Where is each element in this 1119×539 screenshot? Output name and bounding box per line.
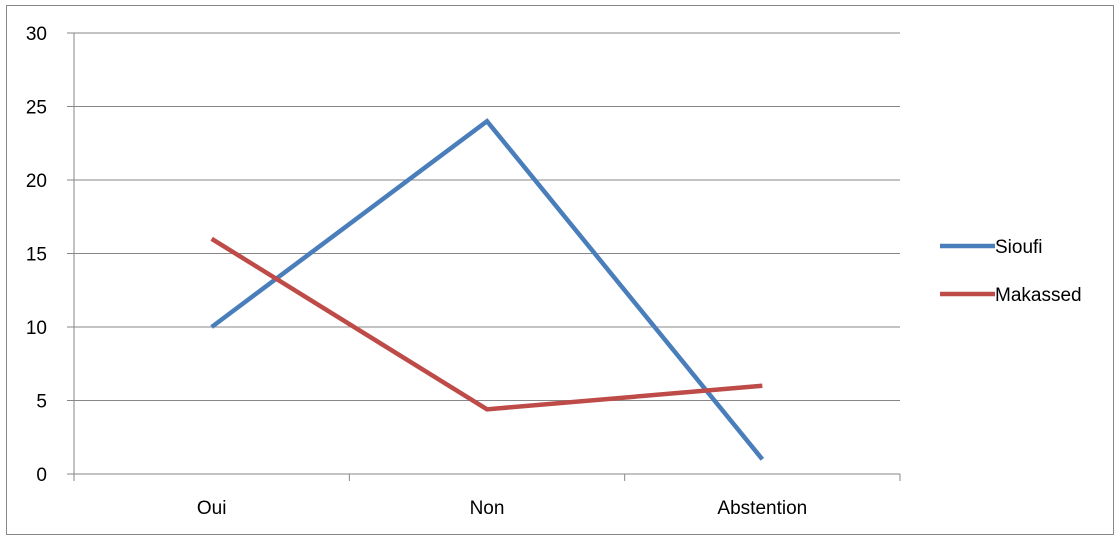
y-tick-label: 10 [26, 318, 47, 339]
series-line-sioufi [210, 118, 765, 461]
x-tick-label: Abstention [717, 498, 807, 519]
y-tick-label: 20 [26, 171, 47, 192]
x-tick-label: Oui [197, 498, 227, 519]
y-tick-label: 30 [26, 24, 47, 45]
legend-label: Makassed [995, 285, 1082, 306]
y-tick-label: 0 [36, 465, 47, 486]
chart-frame [6, 5, 1114, 535]
axes: 0 5 10 15 20 25 30 Oui Non Abstention [26, 24, 901, 519]
y-tick-label: 5 [36, 392, 47, 413]
x-tick-label: Non [470, 498, 505, 519]
legend: Sioufi Makassed [940, 237, 1082, 306]
y-tick-label: 15 [26, 245, 47, 266]
legend-label: Sioufi [995, 237, 1043, 258]
y-tick-label: 25 [26, 98, 47, 119]
series-line-makassed [210, 236, 763, 412]
gridlines [74, 32, 900, 401]
series-lines [210, 118, 765, 461]
